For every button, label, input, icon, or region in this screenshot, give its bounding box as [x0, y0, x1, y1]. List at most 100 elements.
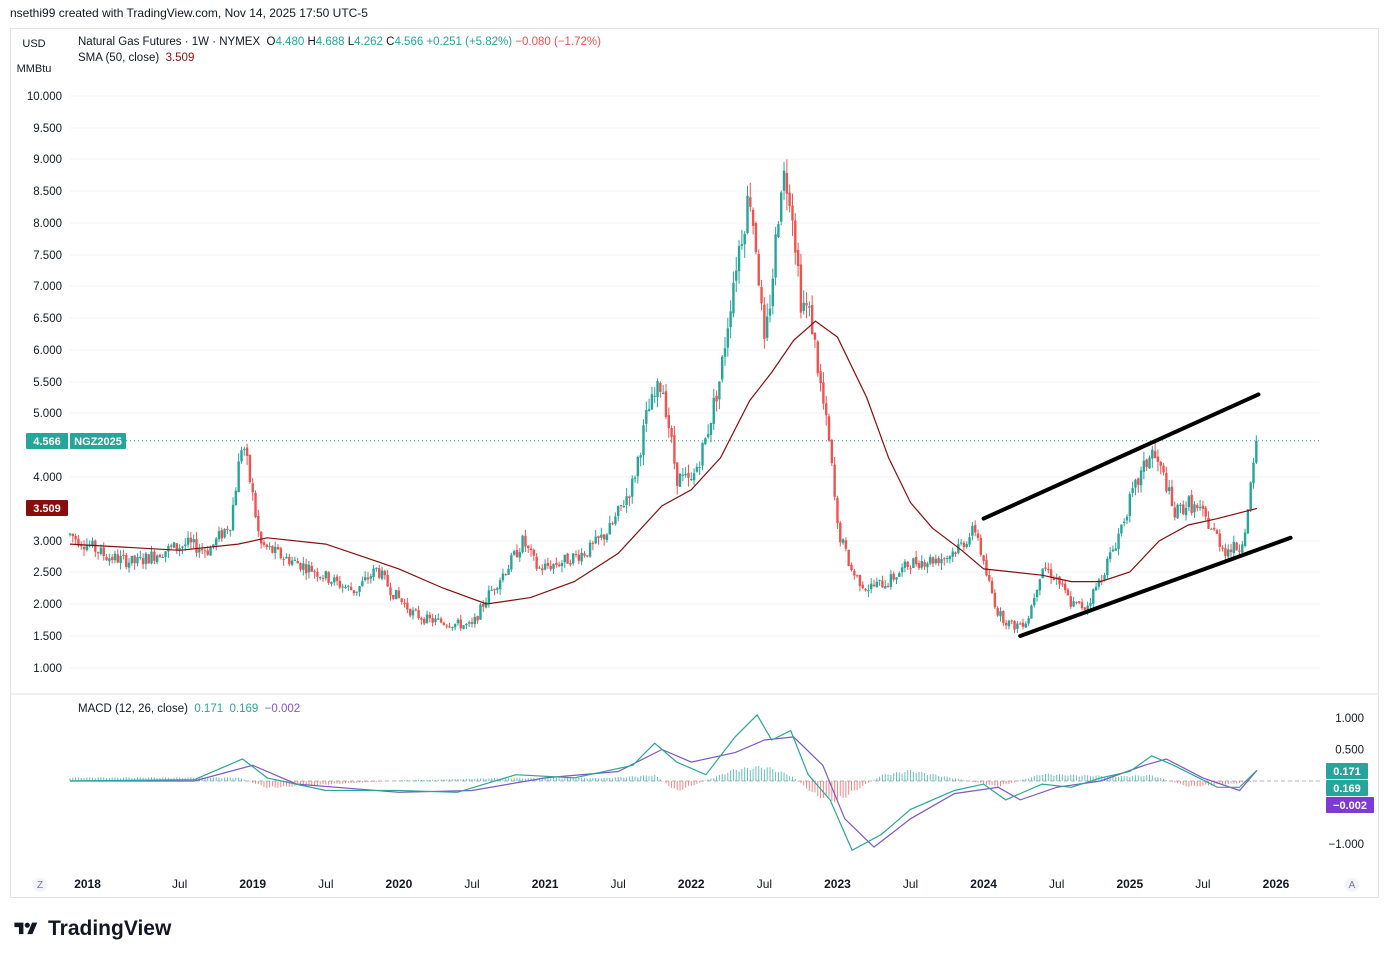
candle-body — [392, 595, 395, 599]
candle-body — [549, 565, 552, 570]
candle-body — [1131, 487, 1134, 493]
candle-body — [926, 563, 929, 568]
candle-body — [122, 554, 125, 556]
candle-body — [788, 192, 791, 207]
candle-body — [372, 568, 375, 578]
candle-body — [982, 555, 985, 561]
candle-body — [198, 549, 201, 553]
candle-body — [240, 450, 243, 462]
unit-button[interactable]: MMBtu — [16, 63, 52, 75]
candle-body — [383, 571, 387, 576]
candle-body — [1218, 533, 1221, 548]
candle-body — [288, 556, 291, 565]
candle-body — [1224, 548, 1227, 557]
candle-body — [903, 561, 907, 568]
candle-body — [1078, 601, 1081, 603]
candle-body — [1024, 623, 1028, 628]
candle-body — [476, 616, 479, 621]
candle-body — [1156, 456, 1160, 463]
candle-body — [560, 562, 564, 567]
candle-body — [136, 557, 139, 564]
candle-body — [473, 616, 477, 625]
candle-body — [737, 245, 741, 272]
candle-body — [692, 473, 696, 481]
candle-body — [425, 614, 429, 623]
zoom-button[interactable]: Z — [33, 878, 47, 892]
candle-body — [993, 592, 997, 608]
candle-body — [524, 535, 527, 547]
candle-body — [484, 602, 488, 608]
candle-body — [465, 624, 468, 626]
candle-body — [957, 544, 960, 553]
candle-body — [673, 435, 676, 464]
price-axis-tick: 1.000 — [33, 663, 62, 675]
candle-body — [937, 558, 940, 564]
low-value: 4.262 — [354, 36, 383, 48]
candle-body — [1061, 583, 1064, 585]
time-axis-tick: 2025 — [1116, 877, 1143, 891]
candle-body — [1089, 603, 1092, 606]
candle-body — [552, 563, 555, 569]
candle-body — [1044, 567, 1047, 569]
macd-line — [69, 713, 1258, 852]
open-value: 4.480 — [275, 36, 305, 48]
candle-body — [917, 563, 921, 569]
candle-body — [243, 448, 246, 450]
candle-body — [774, 234, 777, 278]
candle-body — [195, 539, 198, 553]
candle-body — [600, 534, 603, 538]
candle-body — [456, 619, 460, 624]
open-label: O — [266, 36, 276, 48]
candle-body — [234, 490, 238, 506]
candle-body — [223, 528, 226, 538]
candle-body — [200, 549, 204, 551]
candle-body — [310, 565, 313, 572]
price-axis-tick: 4.000 — [33, 472, 62, 484]
auto-scale-button[interactable]: A — [1345, 878, 1359, 892]
candle-body — [782, 170, 786, 191]
candle-body — [690, 479, 693, 481]
time-axis-tick: 2024 — [970, 877, 997, 891]
candle-body — [153, 551, 156, 561]
candle-body — [428, 614, 432, 619]
candle-body — [1072, 601, 1075, 607]
candle-body — [1134, 479, 1137, 488]
signal-badge-text: 0.169 — [1333, 783, 1361, 795]
candle-body — [684, 474, 687, 476]
candle-body — [515, 549, 519, 558]
candle-body — [580, 552, 583, 562]
candle-body — [1027, 618, 1030, 624]
candle-body — [976, 533, 980, 538]
candle-body — [1097, 579, 1101, 587]
candle-body — [400, 598, 403, 602]
candle-body — [659, 382, 662, 392]
candle-body — [715, 395, 718, 402]
price-axis-tick: 1.500 — [33, 631, 62, 643]
candle-body — [220, 530, 224, 539]
low-label: L — [347, 36, 355, 48]
candle-body — [324, 571, 328, 579]
candle-body — [791, 205, 794, 221]
candle-body — [898, 573, 901, 577]
candle-body — [108, 558, 111, 562]
time-axis-tick: 2018 — [74, 877, 101, 891]
candle-body — [245, 447, 249, 456]
candle-body — [1159, 461, 1162, 466]
currency-button[interactable]: USD — [22, 38, 46, 50]
candle-body — [259, 531, 263, 544]
signal-badge-bg — [1326, 780, 1368, 796]
macd-value: 0.171 — [194, 703, 224, 715]
candle-body — [1235, 542, 1238, 551]
candle-body — [1227, 549, 1230, 557]
candle-body — [386, 574, 389, 587]
sma-badge: 3.509 — [26, 500, 68, 516]
symbol-badge-text: NGZ2025 — [74, 436, 122, 448]
candle-body — [423, 618, 426, 624]
candle-body — [990, 580, 994, 593]
candle-body — [822, 382, 825, 404]
macd-badge-text: 0.171 — [1333, 766, 1361, 778]
candle-body — [189, 537, 193, 543]
close-label: C — [386, 36, 395, 48]
candle-body — [158, 554, 162, 558]
